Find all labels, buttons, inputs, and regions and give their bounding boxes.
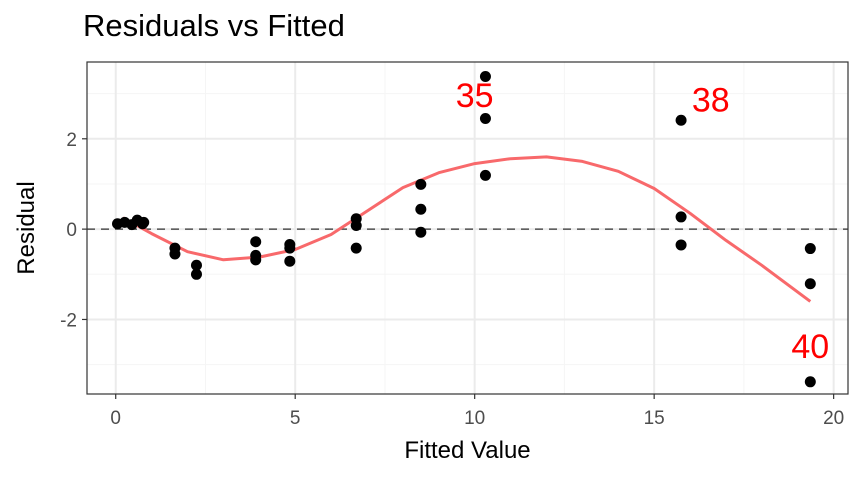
data-point [415, 226, 427, 238]
panel-border [86, 61, 849, 395]
data-point [350, 242, 362, 254]
x-axis-title: Fitted Value [404, 437, 530, 464]
x-tick-label: 0 [110, 408, 121, 429]
x-tick-label: 15 [644, 408, 665, 429]
data-point [675, 239, 687, 251]
data-point [284, 255, 296, 267]
data-point [350, 220, 362, 232]
data-point [415, 178, 427, 190]
data-point [415, 203, 427, 215]
y-tick-label: 2 [66, 130, 77, 151]
data-point [675, 114, 687, 126]
x-tick-label: 20 [823, 408, 844, 429]
outlier-label: 38 [692, 82, 730, 120]
data-point [804, 376, 816, 388]
data-point [675, 211, 687, 223]
data-point [250, 254, 262, 266]
x-tick-label: 5 [290, 408, 301, 429]
data-point [804, 243, 816, 255]
outlier-label: 40 [791, 328, 829, 366]
y-tick-label: -2 [60, 310, 77, 331]
data-point [479, 112, 491, 124]
data-point [169, 248, 181, 260]
chart-title: Residuals vs Fitted [83, 8, 345, 43]
y-axis-title: Residual [13, 181, 40, 274]
y-tick-label: 0 [66, 220, 77, 241]
data-point [190, 268, 202, 280]
outlier-label: 35 [456, 77, 494, 115]
data-point [479, 169, 491, 181]
data-point [138, 216, 150, 228]
x-tick-label: 10 [464, 408, 485, 429]
smooth-trend-line [122, 155, 812, 303]
data-point [190, 259, 202, 271]
data-point [250, 236, 262, 248]
data-point [804, 278, 816, 290]
data-point [479, 70, 491, 82]
data-point [284, 242, 296, 254]
